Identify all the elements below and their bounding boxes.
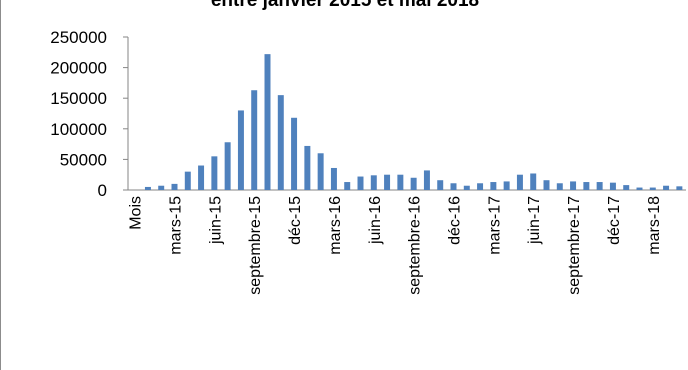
- axes: [123, 36, 686, 191]
- bar: [623, 185, 630, 190]
- y-tick-label: 100000: [50, 120, 107, 139]
- bar: [357, 176, 364, 190]
- bar: [277, 95, 284, 190]
- x-tick-label: juin-17: [526, 196, 543, 245]
- bar: [211, 156, 218, 190]
- bar: [344, 182, 351, 190]
- bar: [237, 110, 244, 190]
- bar: [490, 182, 497, 190]
- bar: [304, 145, 311, 190]
- x-tick-label: juin-16: [367, 196, 384, 245]
- bar: [649, 187, 656, 190]
- bar: [397, 174, 404, 190]
- bar: [583, 182, 590, 190]
- bar: [437, 180, 444, 190]
- y-tick-labels: 0 50000 100000 150000 200000 250000: [50, 28, 107, 200]
- bar: [384, 174, 391, 190]
- bar: [317, 153, 324, 190]
- x-tick-label: Mois: [128, 196, 145, 230]
- y-tick-label: 150000: [50, 89, 107, 108]
- bar: [516, 174, 523, 190]
- bar: [410, 177, 417, 190]
- bar: [530, 173, 537, 190]
- x-tick-label: déc-17: [606, 196, 623, 245]
- bar: [543, 180, 550, 190]
- bar: [503, 181, 510, 190]
- bar: [251, 90, 258, 190]
- x-tick-label: mars-18: [646, 196, 663, 255]
- y-tick-label: 250000: [50, 28, 107, 47]
- bar: [264, 54, 271, 190]
- x-tick-label: septembre-15: [247, 196, 264, 295]
- bar: [423, 170, 430, 190]
- x-tick-label: mars-17: [486, 196, 503, 255]
- bar: [676, 186, 683, 190]
- x-tick-label: mars-16: [327, 196, 344, 255]
- bar: [663, 185, 670, 190]
- x-tick-labels: Mois mars-15 juin-15 septembre-15 déc-15 mars…: [128, 196, 663, 295]
- x-tick-label: septembre-16: [407, 196, 424, 295]
- y-tick-label: 0: [98, 181, 107, 200]
- bar: [184, 171, 191, 190]
- bar: [171, 183, 178, 190]
- x-tick-label: déc-16: [447, 196, 464, 245]
- chart-title: entre janvier 2015 et mai 2018: [211, 0, 479, 11]
- x-tick-label: juin-15: [207, 196, 224, 245]
- bar: [636, 187, 643, 190]
- x-tick-label: septembre-17: [566, 196, 583, 295]
- bar: [450, 183, 457, 190]
- bar: [477, 183, 484, 190]
- bar: [158, 185, 165, 190]
- bar: [198, 165, 205, 190]
- bar: [463, 185, 470, 190]
- y-tick-label: 200000: [50, 59, 107, 78]
- x-tick-label: mars-15: [168, 196, 185, 255]
- x-tick-label: déc-15: [287, 196, 304, 245]
- bar: [370, 175, 377, 190]
- bars: [144, 54, 683, 190]
- bar: [570, 181, 577, 190]
- bar: [596, 182, 603, 190]
- y-tick-label: 50000: [60, 150, 107, 169]
- bar: [224, 142, 231, 190]
- bar: [330, 167, 337, 190]
- bar: [144, 186, 151, 190]
- bar: [291, 117, 298, 190]
- bar: [556, 183, 563, 190]
- bar: [609, 182, 616, 190]
